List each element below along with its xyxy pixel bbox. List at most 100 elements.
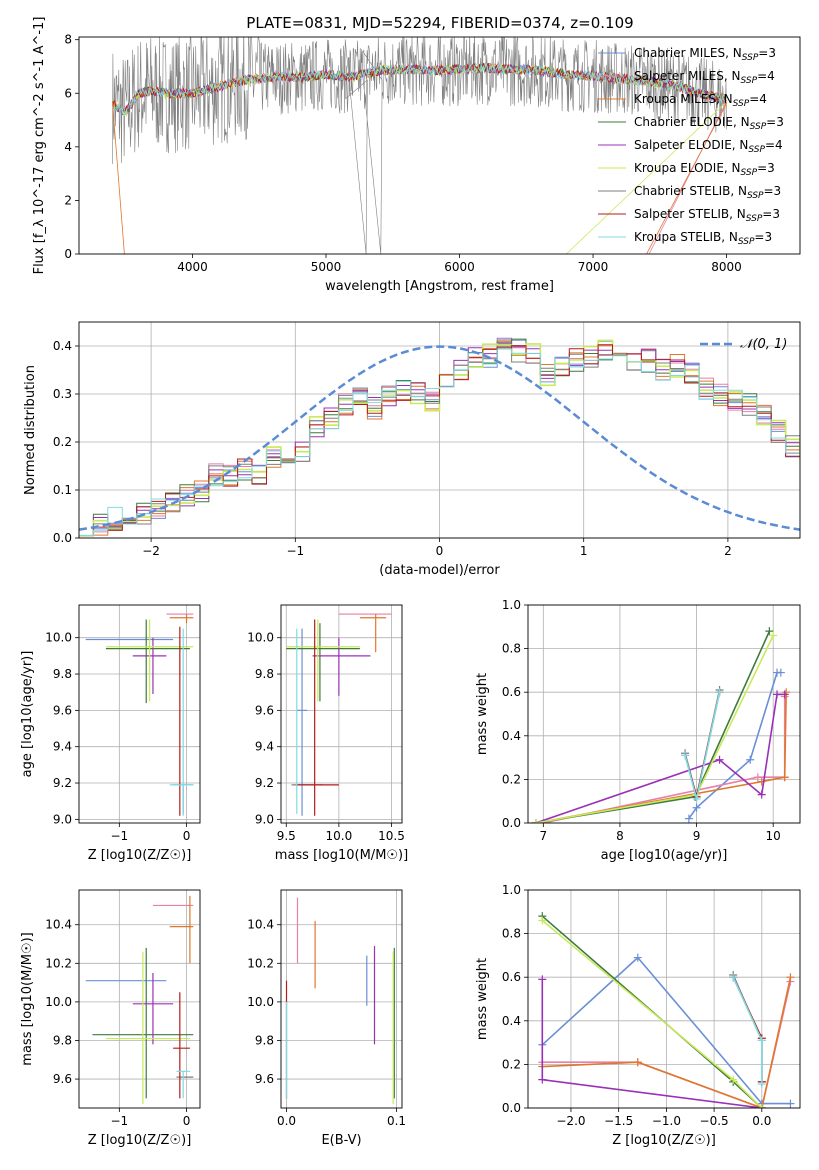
y-tick-label: 0.2 [53, 435, 72, 449]
weight-line-kr_miles [542, 977, 792, 1108]
x-tick-label: 0.1 [387, 1114, 406, 1128]
legend-label-sa_miles: Salpeter MILES, NSSP=4 [634, 69, 775, 86]
weight-line-kr_stelib [732, 976, 763, 1084]
weight-point-sa_elodie [773, 690, 782, 699]
y-tick-label: 9.8 [53, 667, 72, 681]
x-tick-label: 2 [724, 544, 732, 558]
weight_vs_Z-plot-area [538, 912, 795, 1108]
y-tick-label: 1.0 [502, 598, 521, 612]
mass_vs_ebv-plot-area [285, 897, 395, 1105]
x-tick-label: 9 [693, 829, 701, 843]
legend-label-kr_elodie: Kroupa ELODIE, NSSP=3 [634, 161, 775, 178]
histogram-sa_stelib [79, 344, 800, 536]
x-tick-label: 0 [436, 544, 444, 558]
histogram-kr_miles [79, 340, 800, 537]
x-axis-label: Z [log10(Z/Z☉)] [612, 1133, 716, 1148]
y-tick-label: 9.4 [255, 740, 274, 754]
y-tick-label: 1.0 [502, 883, 521, 897]
mass_vs_Z-plot-area [85, 895, 194, 1105]
legend-label-ch_elodie: Chabrier ELODIE, NSSP=3 [634, 115, 784, 132]
age_vs_Z-axes: −1 0 9.0 9.2 9.4 9.6 9.8 10.0 Z [log10(Z/Z☉)] age… [20, 604, 201, 863]
y-tick-label: 0.0 [502, 816, 521, 830]
y-tick-label: 9.2 [53, 776, 72, 790]
y-tick-label: 10.4 [45, 918, 72, 932]
weight-point-ch_miles [786, 1099, 795, 1108]
weight-line-sa_elodie [541, 979, 762, 1108]
x-axis-label: wavelength [Angstrom, rest frame] [325, 279, 554, 294]
x-tick-label: −1.0 [652, 1114, 681, 1128]
y-tick-label: 0.4 [502, 729, 521, 743]
legend-label-sa_elodie: Salpeter ELODIE, NSSP=4 [634, 138, 783, 155]
x-tick-label: 8 [616, 829, 624, 843]
x-tick-label: 7000 [578, 260, 609, 274]
y-tick-label: 6 [64, 86, 72, 100]
x-tick-label: 10 [766, 829, 781, 843]
age_vs_Z-plot-area [85, 613, 194, 816]
spectrum-legend: Chabrier MILES, NSSP=3 Salpeter MILES, NS… [598, 46, 784, 247]
legend-label-ch_stelib: Chabrier STELIB, NSSP=3 [634, 184, 781, 201]
weight-point-kr_miles [633, 1058, 642, 1067]
y-tick-label: 9.6 [53, 703, 72, 717]
y-tick-label: 10.2 [45, 956, 72, 970]
y-tick-label: 0 [64, 247, 72, 261]
weight-point-kr_miles [786, 973, 795, 982]
weight-point-sa_elodie [780, 690, 789, 699]
y-tick-label: 10.0 [45, 995, 72, 1009]
y-tick-label: 9.8 [53, 1033, 72, 1047]
x-tick-label: −1 [110, 829, 128, 843]
y-tick-label: 10.0 [247, 631, 274, 645]
histogram-sa_elodie [79, 343, 800, 537]
x-tick-label: −2.0 [556, 1114, 585, 1128]
x-tick-label: −1 [110, 1114, 128, 1128]
weight-line-kr_elodie [535, 635, 774, 823]
age_vs_mass-axes: 9.5 10.0 10.5 9.0 9.2 9.4 9.6 9.8 10.0 mass [log1… [247, 604, 408, 863]
x-tick-label: 0.0 [277, 1114, 296, 1128]
weight-point-ch_miles [692, 803, 701, 812]
weight-point-ch_miles [746, 755, 755, 764]
y-tick-label: 0.0 [53, 531, 72, 545]
x-axis-label: Z [log10(Z/Z☉)] [88, 848, 192, 863]
weight-point-ch_elodie [765, 627, 774, 636]
y-tick-label: 2 [64, 193, 72, 207]
spectrum-plot-area [112, 37, 728, 254]
x-tick-label: −2 [142, 544, 160, 558]
y-tick-label: 9.8 [255, 667, 274, 681]
x-tick-label: 4000 [177, 260, 208, 274]
weight-point-kr_elodie [769, 631, 778, 640]
weight-line-sa_elodie [535, 693, 785, 823]
y-tick-label: 10.4 [247, 918, 274, 932]
y-tick-label: 9.8 [255, 1033, 274, 1047]
weight_vs_age-axes: 7 8 9 10 0.0 0.2 0.4 0.6 0.8 1.0 age [log10(age/yr… [475, 598, 801, 863]
axes-frame [78, 36, 801, 255]
spectrum-axes: 4000 5000 6000 7000 8000 0 2 4 6 8 wavelength [Ang… [32, 17, 801, 294]
weight-line-ch_miles [541, 956, 791, 1105]
x-tick-label: 9.5 [277, 829, 296, 843]
weight-point-kr_elodie [538, 916, 547, 925]
figure-title: PLATE=0831, MJD=52294, FIBERID=0374, z=0… [246, 14, 633, 32]
x-tick-label: 0.0 [752, 1114, 771, 1128]
histogram-kr_stelib [79, 348, 800, 536]
y-tick-label: 0.2 [502, 772, 521, 786]
residuals-plot-area [79, 337, 800, 537]
x-axis-label: age [log10(age/yr)] [601, 848, 728, 863]
x-tick-label: −1 [286, 544, 304, 558]
y-tick-label: 9.6 [255, 1072, 274, 1086]
x-tick-label: −1.5 [604, 1114, 633, 1128]
y-tick-label: 4 [64, 140, 72, 154]
x-tick-label: −0.5 [700, 1114, 729, 1128]
weight-point-sa_elodie [538, 1075, 547, 1084]
x-axis-label: E(B-V) [321, 1133, 361, 1148]
weight-point-kr_stelib [715, 688, 724, 697]
x-tick-label: 7 [540, 829, 548, 843]
weight-point-kr_stelib [729, 973, 738, 982]
y-tick-label: 0.6 [502, 685, 521, 699]
y-tick-label: 9.2 [255, 776, 274, 790]
age_vs_mass-plot-area [286, 613, 392, 816]
y-tick-label: 0.3 [53, 387, 72, 401]
x-axis-label: Z [log10(Z/Z☉)] [88, 1133, 192, 1148]
weight-point-sa_elodie [538, 975, 547, 984]
x-axis-label: mass [log10(M/M☉)] [275, 848, 408, 863]
y-tick-label: 0.4 [53, 339, 72, 353]
weight-point-kr_stelib [757, 1080, 766, 1089]
weight-line-ch_miles [688, 671, 781, 820]
